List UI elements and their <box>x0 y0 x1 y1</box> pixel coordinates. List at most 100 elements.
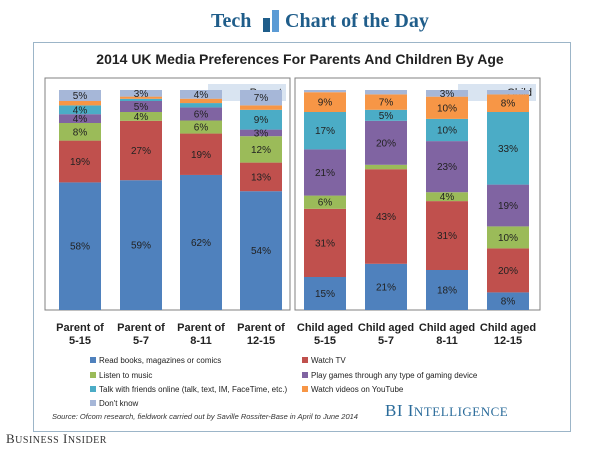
bar-segment-label: 31% <box>437 231 457 242</box>
bar-segment <box>59 105 101 115</box>
bar-segment-label: 5% <box>134 102 149 113</box>
bar-segment <box>180 133 222 175</box>
business-insider-logo: BUSINESS INSIDER <box>6 431 107 446</box>
bar-segment-label: 43% <box>376 212 396 223</box>
bar-segment <box>180 107 222 121</box>
legend-swatch <box>302 386 308 392</box>
bar-segment-label: 6% <box>194 123 209 134</box>
bar-segment-label: 12% <box>251 145 271 156</box>
bar-segment-label: 54% <box>251 246 271 257</box>
bar-segment-label: 59% <box>131 241 151 252</box>
bar-segment <box>426 96 468 119</box>
legend-entry: Talk with friends online (talk, text, IM… <box>99 385 288 394</box>
category-label: Parent of <box>56 322 104 334</box>
bar-segment <box>304 149 346 196</box>
bar-segment-label: 15% <box>315 289 335 300</box>
bar-segment <box>365 90 407 95</box>
bar-segment <box>426 118 468 142</box>
legend-entry: Read books, magazines or comics <box>99 356 221 365</box>
category-label: 8-11 <box>436 335 457 347</box>
bar-segment <box>426 90 468 97</box>
bar-segment-label: 6% <box>318 198 333 209</box>
source-note: Source: Ofcom research, fieldwork carrie… <box>52 412 358 421</box>
bar-segment-label: 4% <box>73 105 88 116</box>
bar-segment-label: 10% <box>437 103 457 114</box>
bar-segment <box>120 98 162 101</box>
bar-segment <box>59 114 101 123</box>
category-label: 5-7 <box>378 335 394 347</box>
bar-segment <box>180 174 222 310</box>
bar-segment <box>59 90 101 101</box>
bi-logo-icon <box>263 10 279 32</box>
bar-segment <box>487 248 529 293</box>
bar-segment <box>180 90 222 99</box>
bar-segment-label: 10% <box>437 126 457 137</box>
bar-segment-label: 8% <box>501 99 516 110</box>
bar-segment-label: 23% <box>437 162 457 173</box>
bar-segment <box>426 270 468 310</box>
bar-segment-label: 31% <box>315 238 335 249</box>
legend-entry: Watch videos on YouTube <box>311 385 404 394</box>
bar-segment <box>365 169 407 264</box>
bar-segment <box>120 96 162 99</box>
bar-segment-label: 8% <box>73 127 88 138</box>
legend-swatch <box>90 386 96 392</box>
bar-segment-label: 21% <box>315 168 335 179</box>
chart-of-the-day-header: Tech Chart of the Day <box>0 4 600 38</box>
category-label: 5-15 <box>69 335 91 347</box>
bar-segment-label: 9% <box>254 115 269 126</box>
bar-segment <box>240 90 282 106</box>
legend-entry: Play games through any type of gaming de… <box>311 371 478 380</box>
legend-entry: Don't know <box>99 399 139 408</box>
bar-segment-label: 10% <box>498 233 518 244</box>
bar-segment-label: 7% <box>379 98 394 109</box>
bar-segment-label: 33% <box>498 144 518 155</box>
bar-segment-label: 17% <box>315 126 335 137</box>
category-label: Child aged <box>358 322 414 334</box>
bar-segment <box>180 98 222 104</box>
bar-segment-label: 3% <box>440 89 455 100</box>
bar-segment <box>365 94 407 110</box>
bar-segment <box>426 192 468 202</box>
bar-segment <box>120 180 162 310</box>
category-label: Parent of <box>177 322 225 334</box>
bar-segment <box>120 90 162 97</box>
bar-segment <box>59 182 101 310</box>
bar-segment-label: 20% <box>498 266 518 277</box>
bar-segment-label: 19% <box>498 201 518 212</box>
bar-segment <box>120 120 162 181</box>
bar-segment <box>365 109 407 121</box>
category-label: Parent of <box>117 322 165 334</box>
bar-segment <box>304 90 346 93</box>
legend-swatch <box>302 372 308 378</box>
bar-segment <box>426 141 468 193</box>
bar-segment <box>304 195 346 209</box>
chart-title: 2014 UK Media Preferences For Parents An… <box>96 51 504 67</box>
header-chart-of-the-day: Chart of the Day <box>285 10 429 32</box>
bar-segment <box>365 120 407 165</box>
bar-segment-label: 4% <box>440 192 455 203</box>
bar-segment <box>487 292 529 310</box>
bar-segment-label: 7% <box>254 93 269 104</box>
bar-segment-label: 13% <box>251 172 271 183</box>
bar-segment-label: 62% <box>191 238 211 249</box>
category-label: Child aged <box>297 322 353 334</box>
bar-segment-label: 19% <box>70 157 90 168</box>
category-label: Child aged <box>419 322 475 334</box>
bar-segment-label: 9% <box>318 98 333 109</box>
bar-segment-label: 19% <box>191 150 211 161</box>
bar-segment <box>59 123 101 141</box>
legend-swatch <box>302 357 308 363</box>
bar-segment <box>365 263 407 310</box>
bar-segment <box>180 120 222 134</box>
bar-segment <box>487 112 529 185</box>
bar-segment-label: 58% <box>70 242 90 253</box>
legend-entry: Listen to music <box>99 371 152 380</box>
legend-entry: Watch TV <box>311 356 346 365</box>
bar-segment <box>426 201 468 270</box>
category-label: 12-15 <box>247 335 275 347</box>
legend-swatch <box>90 400 96 406</box>
bar-segment <box>304 208 346 277</box>
bar-segment <box>120 101 162 112</box>
